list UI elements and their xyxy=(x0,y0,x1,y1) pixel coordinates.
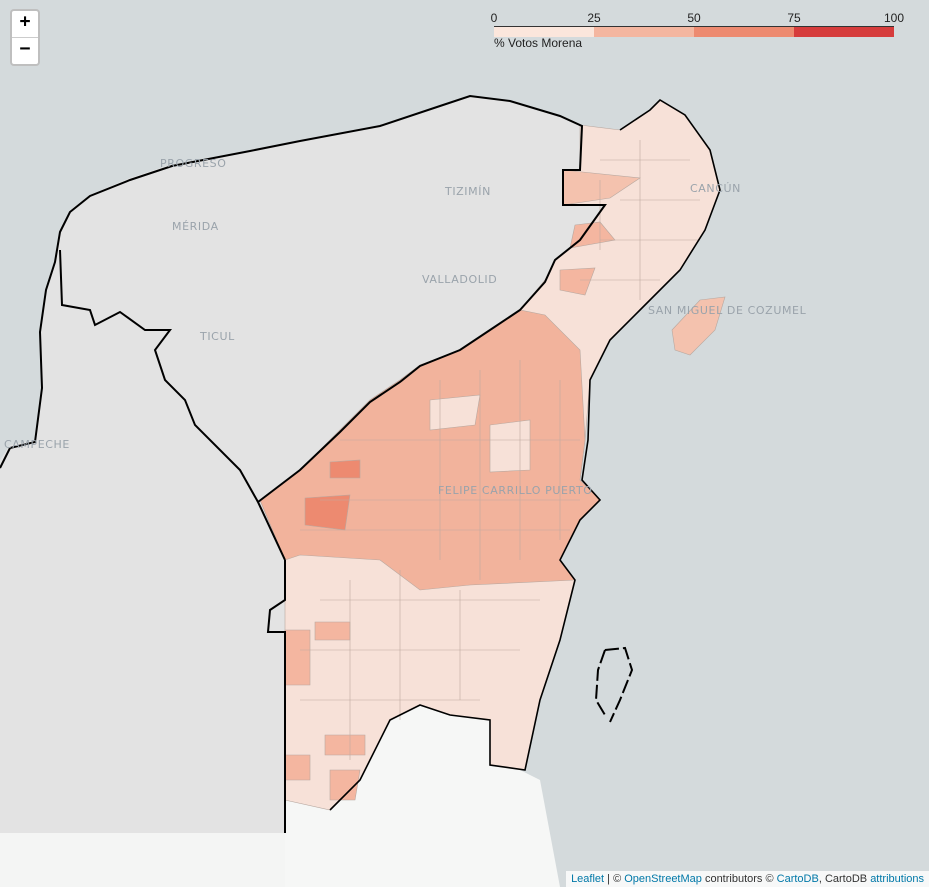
region-lighter-2 xyxy=(489,419,531,473)
region-south-a xyxy=(284,629,311,686)
attribution-contributors: contributors © xyxy=(701,873,777,885)
leaflet-link[interactable]: Leaflet xyxy=(571,873,605,885)
legend-title: % Votos Morena xyxy=(494,36,583,50)
yucatan-border xyxy=(0,94,607,561)
legend-tick: 50 xyxy=(687,11,701,25)
zoom-control: + − xyxy=(10,9,40,66)
attribution-separator: | © xyxy=(604,873,625,885)
quintana-roo-regions xyxy=(259,99,726,811)
attribution: Leaflet | © OpenStreetMap contributors ©… xyxy=(566,871,929,887)
cartodb-link[interactable]: CartoDB xyxy=(776,873,819,885)
zoom-out-button[interactable]: − xyxy=(12,37,38,64)
attribution-cartodb: , CartoDB xyxy=(818,873,871,885)
legend-tick: 25 xyxy=(587,11,601,25)
label-ticul: TICUL xyxy=(199,330,235,343)
zoom-in-button[interactable]: + xyxy=(19,11,31,32)
attributions-link[interactable]: attributions xyxy=(870,873,924,885)
banco-chinchorro xyxy=(594,646,634,723)
campeche-border xyxy=(59,249,259,503)
yucatan-land xyxy=(0,97,605,833)
place-labels: PROGRESO MÉRIDA TIZIMÍN VALLADOLID TICUL… xyxy=(4,157,807,497)
region-lighter-1 xyxy=(429,394,481,431)
label-cancun: CANCÚN xyxy=(690,182,741,195)
label-valladolid: VALLADOLID xyxy=(422,273,497,286)
cozumel-island xyxy=(671,296,726,356)
legend-bin-1 xyxy=(594,27,694,37)
quintana-roo-west-border xyxy=(266,560,286,833)
belize-land xyxy=(285,705,560,887)
legend-tick: 100 xyxy=(883,11,905,25)
coast-line xyxy=(329,98,721,811)
region-south-e xyxy=(329,769,361,801)
region-south-c xyxy=(324,734,366,756)
label-cozumel: SAN MIGUEL DE COZUMEL xyxy=(648,304,807,317)
legend-color-scale xyxy=(494,26,894,37)
guatemala-land xyxy=(0,833,285,887)
legend-bin-3 xyxy=(794,27,894,37)
region-south-b xyxy=(314,621,351,641)
legend: 0 25 50 75 100 % Votos Morena xyxy=(490,10,910,54)
osm-link[interactable]: OpenStreetMap xyxy=(624,873,702,885)
municipal-boundaries xyxy=(300,140,700,760)
label-tizimin: TIZIMÍN xyxy=(444,185,491,198)
region-north-c xyxy=(559,267,596,296)
label-campeche: CAMPECHE xyxy=(4,438,70,451)
label-progreso: PROGRESO xyxy=(160,157,227,170)
label-felipe-carrillo-puerto: FELIPE CARRILLO PUERTO xyxy=(438,484,593,497)
region-south-d xyxy=(284,754,311,781)
legend-tick: 0 xyxy=(490,11,498,25)
legend-bin-0 xyxy=(494,27,594,37)
legend-bin-2 xyxy=(694,27,794,37)
region-dark-2 xyxy=(329,459,361,479)
label-merida: MÉRIDA xyxy=(172,220,219,233)
legend-tick: 75 xyxy=(787,11,801,25)
